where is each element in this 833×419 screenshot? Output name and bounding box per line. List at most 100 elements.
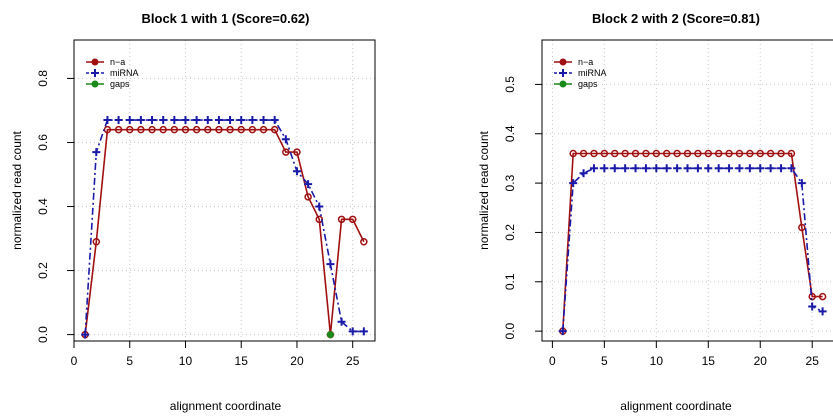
data-point-circle <box>237 125 245 134</box>
data-point-circle <box>798 223 806 232</box>
data-point-plus <box>579 169 588 178</box>
data-point-circle <box>192 125 201 134</box>
data-point-plus <box>270 116 279 125</box>
data-point-circle <box>766 149 775 158</box>
data-point-circle <box>746 149 754 158</box>
y-tick-label: 0.5 <box>503 76 517 93</box>
data-point-circle <box>337 215 346 224</box>
data-point-circle <box>348 215 357 224</box>
data-point-gap <box>326 331 334 339</box>
legend-label: n−a <box>578 57 593 67</box>
data-point-plus <box>652 164 661 173</box>
data-point-plus <box>259 116 268 125</box>
data-point-circle <box>631 149 640 158</box>
data-point-circle <box>818 292 827 301</box>
chart-panel-1: Block 1 with 1 (Score=0.62) 0 5 10 15 20 25 0.0… <box>10 11 376 413</box>
data-point-plus <box>621 164 630 173</box>
y-tick-label: 0.4 <box>503 125 517 142</box>
data-point-plus <box>92 148 101 157</box>
data-point-plus <box>610 164 619 173</box>
chart-title: Block 2 with 2 (Score=0.81) <box>592 11 760 26</box>
y-tick-label: 0.1 <box>503 273 517 290</box>
data-point-circle <box>259 125 268 134</box>
data-point-plus <box>304 180 313 189</box>
data-point-circle <box>92 237 101 246</box>
y-tick-label: 0.6 <box>36 134 50 151</box>
data-point-circle <box>621 149 629 158</box>
data-point-plus <box>756 164 765 173</box>
data-point-circle <box>579 149 588 158</box>
data-point-plus <box>683 164 692 173</box>
x-tick-label: 20 <box>290 354 304 368</box>
chart-panel-2: Block 2 with 2 (Score=0.81) 0 5 10 15 20 25 0.0… <box>477 11 833 413</box>
data-point-circle <box>777 149 785 158</box>
data-point-circle <box>652 149 661 158</box>
data-point-plus <box>248 116 257 125</box>
data-point-circle <box>137 125 145 134</box>
data-point-circle <box>590 149 598 158</box>
data-point-plus <box>600 164 609 173</box>
series-mirna <box>558 164 827 336</box>
data-point-plus <box>745 164 754 173</box>
data-point-plus <box>281 135 290 144</box>
x-tick-label: 20 <box>754 354 768 368</box>
data-point-circle <box>215 125 223 134</box>
data-point-circle <box>642 149 650 158</box>
plot-frame <box>541 39 833 342</box>
data-point-circle <box>662 149 671 158</box>
series-n-a <box>81 125 368 339</box>
data-point-plus <box>808 302 817 311</box>
data-point-plus <box>818 307 827 316</box>
y-axis-label: normalized read count <box>477 130 491 249</box>
data-point-circle <box>226 125 234 134</box>
data-point-plus <box>359 327 368 336</box>
legend-marker <box>91 69 99 77</box>
plot-frame <box>73 39 376 342</box>
x-axis-label: alignment coordinate <box>620 399 732 413</box>
legend-label: n−a <box>110 57 125 67</box>
data-point-plus <box>569 179 578 188</box>
data-point-circle <box>270 125 279 134</box>
data-point-circle <box>704 149 713 158</box>
x-tick-label: 5 <box>126 354 133 368</box>
data-point-circle <box>170 125 179 134</box>
legend-entry: gaps <box>554 79 598 89</box>
legend-entry: n−a <box>86 57 125 67</box>
legend-entry: gaps <box>86 79 130 89</box>
data-point-plus <box>214 116 223 125</box>
series-line <box>84 128 365 335</box>
series-n-a <box>559 149 827 335</box>
y-tick-label: 0.0 <box>503 322 517 339</box>
data-point-plus <box>170 116 179 125</box>
data-point-circle <box>293 148 301 156</box>
legend-marker <box>559 58 567 66</box>
legend-label: gaps <box>110 79 130 89</box>
data-point-plus <box>725 164 734 173</box>
data-point-circle <box>159 125 167 134</box>
legend-label: miRNA <box>578 68 607 78</box>
data-point-plus <box>192 116 201 125</box>
data-point-plus <box>787 164 796 173</box>
data-point-circle <box>714 149 723 158</box>
data-point-plus <box>136 116 145 125</box>
series-gaps <box>326 331 334 339</box>
data-point-plus <box>148 116 157 125</box>
y-tick-label: 0.8 <box>36 70 50 87</box>
data-point-plus <box>714 164 723 173</box>
data-point-plus <box>589 164 598 173</box>
data-point-plus <box>662 164 671 173</box>
data-point-circle <box>148 125 156 134</box>
x-tick-label: 0 <box>71 354 78 368</box>
chart-title: Block 1 with 1 (Score=0.62) <box>142 11 310 26</box>
data-point-plus <box>348 327 357 336</box>
data-point-plus <box>631 164 640 173</box>
y-tick-label: 0.0 <box>36 326 50 343</box>
data-point-circle <box>569 149 577 158</box>
data-point-plus <box>735 164 744 173</box>
data-point-circle <box>248 125 257 134</box>
y-tick-label: 0.3 <box>503 174 517 191</box>
data-point-plus <box>103 116 112 125</box>
data-point-plus <box>326 260 335 269</box>
data-point-plus <box>226 116 235 125</box>
